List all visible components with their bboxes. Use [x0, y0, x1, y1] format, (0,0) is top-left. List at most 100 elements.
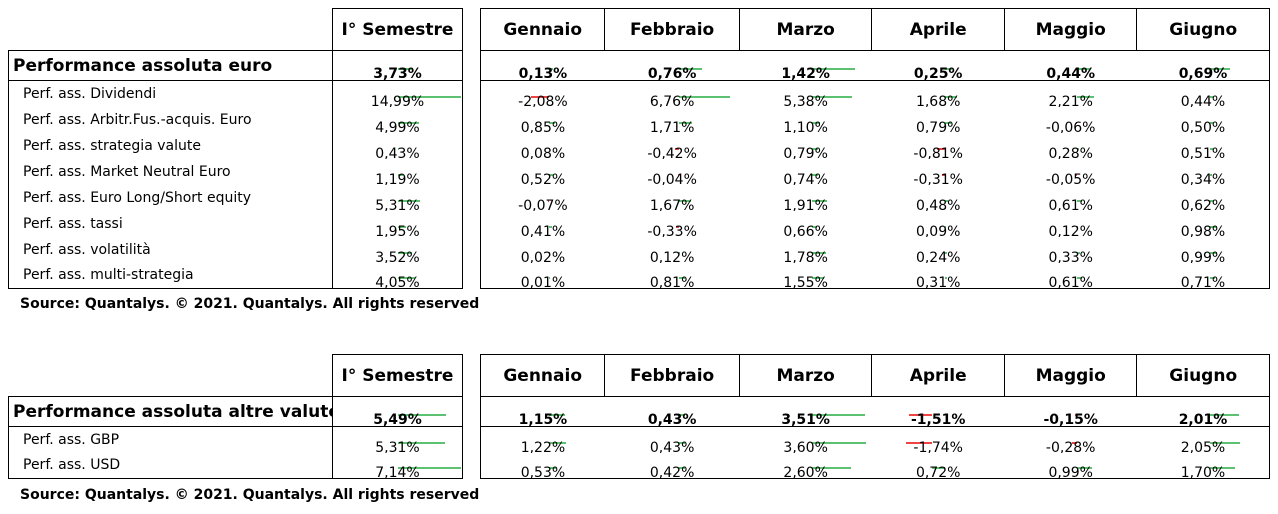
value-text: 1,22% — [520, 439, 566, 453]
value-cell: 1,10% — [739, 107, 872, 133]
value-cell: 0,42% — [605, 453, 740, 478]
value-cell: 3,60% — [739, 427, 872, 453]
positive-bar — [812, 251, 826, 254]
value-text: 1,95% — [375, 223, 420, 237]
positive-bar — [397, 147, 400, 150]
value-cell: 0,81% — [605, 263, 740, 289]
negative-bar — [937, 147, 945, 150]
value-text: 0,28% — [1048, 145, 1093, 159]
value-cell: -0,04% — [605, 159, 740, 185]
value-cell: 1,55% — [739, 263, 872, 289]
value-text: 0,51% — [1180, 145, 1226, 159]
value-text: 0,61% — [1048, 197, 1093, 211]
positive-bar — [812, 199, 827, 202]
value-text: 0,08% — [520, 145, 566, 159]
value-cell: -0,05% — [1004, 159, 1137, 185]
value-cell: 0,62% — [1137, 185, 1270, 211]
positive-bar — [944, 199, 949, 202]
value-text: 1,78% — [783, 249, 828, 263]
value-text: 0,72% — [915, 465, 961, 479]
positive-bar — [549, 121, 556, 124]
value-text: 0,33% — [1048, 249, 1093, 263]
positive-bar — [1209, 251, 1217, 254]
positive-bar — [1077, 95, 1094, 98]
positive-bar — [549, 441, 567, 444]
value-cell: 1,70% — [1137, 453, 1270, 479]
positive-bar — [1077, 147, 1080, 150]
value-cell: 0,44% — [1004, 50, 1137, 81]
value-text: 1,55% — [783, 275, 828, 289]
table-row: Perf. ass. GBP 5,31% — [8, 426, 463, 453]
header-month: Marzo — [738, 8, 873, 51]
row-label: Perf. ass. USD — [8, 452, 333, 479]
value-text: 0,48% — [915, 197, 961, 211]
table1-months: Gennaio Febbraio Marzo Aprile Maggio Giugno 0… — [479, 8, 1270, 289]
table-row: Perf. ass. USD 7,14% — [8, 452, 463, 479]
table-row: 1,22% 0,43% 3,60% -1,74% -0,28% 2,05% — [481, 427, 1270, 453]
value-text: 2,05% — [1180, 439, 1226, 453]
header-month: Giugno — [1136, 8, 1270, 51]
header-semestre: I° Semestre — [332, 8, 463, 51]
positive-bar — [1077, 467, 1093, 470]
value-cell: -0,33% — [605, 211, 740, 237]
value-cell: 0,72% — [872, 453, 1005, 479]
positive-bar — [678, 95, 731, 98]
value-cell: 2,01% — [1136, 396, 1270, 427]
value-cell: 0,48% — [872, 185, 1005, 211]
positive-bar — [678, 277, 685, 280]
value-text: 0,24% — [915, 249, 961, 263]
header-month: Maggio — [1003, 354, 1138, 397]
negative-bar — [1074, 413, 1078, 416]
value-text: 0,81% — [649, 275, 695, 289]
value-cell: -0,42% — [605, 133, 740, 159]
header-month: Maggio — [1003, 8, 1138, 51]
value-cell: 0,61% — [1004, 185, 1137, 211]
value-cell: 0,52% — [481, 159, 605, 185]
value-text: 0,41% — [520, 223, 566, 237]
positive-bar — [397, 225, 406, 228]
table-row: 0,85% 1,71% 1,10% 0,79% -0,06% 0,50% — [481, 107, 1270, 133]
value-cell: 0,66% — [739, 211, 872, 237]
positive-bar — [812, 225, 818, 228]
table-row: 0,13% 0,76% 1,42% 0,25% 0,44% 0,69% — [480, 50, 1270, 81]
value-cell: 0,12% — [605, 237, 740, 263]
positive-bar — [944, 121, 951, 124]
value-cell: 0,33% — [1004, 237, 1137, 263]
value-cell: -2,08% — [481, 81, 605, 107]
table2-left: I° Semestre Performance assoluta altre v… — [8, 354, 463, 479]
value-text: -0,06% — [1045, 119, 1096, 133]
row-label: Performance assoluta altre valute — [8, 396, 333, 427]
value-cell: 3,73% — [332, 50, 463, 81]
value-cell: -0,15% — [1004, 396, 1137, 427]
value-text: 4,99% — [375, 119, 420, 133]
positive-bar — [678, 121, 692, 124]
negative-bar — [677, 173, 679, 176]
value-cell: 2,05% — [1137, 427, 1270, 453]
value-cell: 0,76% — [604, 50, 740, 81]
positive-bar — [397, 67, 414, 70]
value-cell: -0,07% — [481, 185, 605, 211]
positive-bar — [678, 67, 702, 70]
value-cell: 1,42% — [739, 50, 872, 81]
negative-bar — [548, 199, 550, 202]
positive-bar — [1077, 225, 1079, 228]
value-cell: 4,05% — [332, 262, 463, 289]
positive-bar — [397, 441, 445, 444]
positive-bar — [549, 467, 557, 470]
value-cell: 0,98% — [1137, 211, 1270, 237]
row-label: Perf. ass. Euro Long/Short equity — [8, 184, 333, 211]
value-text: -0,42% — [647, 145, 697, 159]
value-cell: 1,19% — [332, 158, 463, 185]
value-cell: 1,71% — [605, 107, 740, 133]
value-text: 1,71% — [649, 119, 695, 133]
value-text: 1,19% — [375, 171, 420, 185]
positive-bar — [1209, 147, 1214, 150]
value-cell: 3,51% — [739, 396, 872, 427]
value-text: 5,31% — [375, 439, 420, 453]
value-cell: 2,21% — [1004, 81, 1137, 107]
value-cell: 0,71% — [1137, 263, 1270, 288]
table-row: Perf. ass. Dividendi 14,99% — [8, 80, 463, 107]
negative-bar — [942, 173, 945, 176]
value-text: -0,31% — [913, 171, 963, 185]
value-text: -2,08% — [518, 93, 568, 107]
